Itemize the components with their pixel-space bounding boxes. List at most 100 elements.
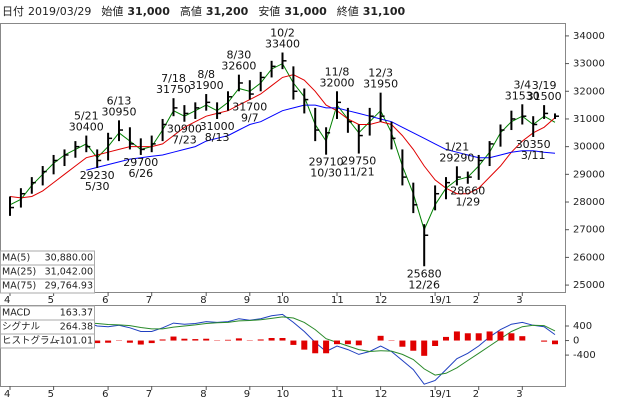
legend-value: 264.38 bbox=[60, 322, 93, 333]
annotation-value: 31000 bbox=[200, 120, 235, 133]
annotation-value: 31500 bbox=[527, 90, 562, 103]
x-tick-label: 12 bbox=[375, 389, 388, 400]
annotation-date: 11/8 bbox=[325, 65, 350, 78]
annotation-value: 28660 bbox=[450, 185, 485, 198]
histogram-bar bbox=[279, 338, 286, 341]
histogram-bar bbox=[541, 340, 548, 342]
ma-line bbox=[86, 104, 556, 171]
field-value: 2019/03/29 bbox=[28, 5, 91, 18]
x-tick-label: 4 bbox=[4, 295, 10, 306]
legend-box bbox=[0, 278, 95, 294]
annotation-date: 12/3 bbox=[368, 67, 393, 80]
field-label: 日付 bbox=[2, 5, 24, 18]
annotation-date: 6/13 bbox=[107, 94, 132, 107]
annotation-value: 25680 bbox=[407, 267, 442, 280]
x-tick-label: 19/1 bbox=[429, 389, 451, 400]
histogram-bar bbox=[257, 339, 264, 341]
histogram-bar bbox=[235, 338, 242, 341]
y-tick-label: 34000 bbox=[573, 31, 605, 42]
macd-line bbox=[9, 313, 556, 385]
legend-value: -101.01 bbox=[56, 336, 93, 347]
annotation-value: 30900 bbox=[167, 123, 202, 136]
x-tick-label: 8 bbox=[200, 295, 206, 306]
histogram-bar bbox=[421, 340, 428, 356]
histogram-bar bbox=[552, 340, 558, 345]
histogram-bar bbox=[159, 339, 166, 341]
x-tick-label: 7 bbox=[146, 295, 152, 306]
annotation-value: 30950 bbox=[102, 105, 137, 118]
x-tick-label: 11 bbox=[331, 389, 344, 400]
field-value: 31,000 bbox=[284, 5, 327, 18]
x-tick-label: 6 bbox=[102, 389, 108, 400]
annotation-date: 5/30 bbox=[85, 180, 110, 193]
annotation-date: 3/19 bbox=[532, 79, 557, 92]
histogram-bar bbox=[453, 331, 460, 341]
y-tick-label: 28000 bbox=[573, 197, 605, 208]
histogram-bar bbox=[105, 340, 112, 343]
annotation-value: 32000 bbox=[320, 76, 355, 89]
histogram-bar bbox=[301, 340, 308, 350]
annotation-date: 8/8 bbox=[197, 68, 215, 81]
annotation-date: 9/7 bbox=[241, 112, 259, 125]
x-tick-label: 7 bbox=[146, 389, 152, 400]
y-tick-label: -400 bbox=[573, 350, 596, 361]
legend-value: 163.37 bbox=[60, 308, 93, 319]
histogram-bar bbox=[192, 339, 199, 341]
histogram-bar bbox=[94, 340, 101, 344]
histogram-bar bbox=[432, 340, 439, 346]
histogram-bar bbox=[148, 340, 155, 344]
annotation-value: 33400 bbox=[265, 38, 300, 51]
histogram-bar bbox=[126, 340, 133, 343]
x-tick-label: 3 bbox=[516, 389, 522, 400]
x-tick-label: 3 bbox=[516, 295, 522, 306]
x-tick-label: 8 bbox=[200, 389, 206, 400]
macd-line bbox=[9, 316, 556, 376]
x-tick-label: 2 bbox=[473, 295, 479, 306]
annotation-value: 29230 bbox=[80, 169, 115, 182]
x-tick-label: 11 bbox=[331, 295, 344, 306]
legend-name: ヒストグラム bbox=[2, 335, 59, 347]
annotation-date: 5/21 bbox=[74, 110, 99, 123]
histogram-bar bbox=[344, 340, 351, 345]
x-tick-label: 10 bbox=[277, 389, 290, 400]
x-tick-label: 9 bbox=[244, 295, 250, 306]
annotation-value: 30400 bbox=[69, 121, 104, 134]
y-tick-label: 26000 bbox=[573, 252, 605, 263]
x-tick-label: 12 bbox=[375, 295, 388, 306]
annotation-date: 3/11 bbox=[521, 149, 546, 162]
field-value: 31,100 bbox=[363, 5, 406, 18]
y-tick-label: 0 bbox=[573, 336, 579, 347]
legend-name: MA(5) bbox=[2, 253, 30, 264]
y-tick-label: 32000 bbox=[573, 86, 605, 97]
annotation-value: 31700 bbox=[232, 101, 267, 114]
annotation-date: 8/30 bbox=[227, 49, 252, 62]
histogram-bar bbox=[464, 333, 471, 341]
x-tick-label: 9 bbox=[244, 389, 250, 400]
x-tick-label: 5 bbox=[48, 389, 54, 400]
legend-value: 29,764.93 bbox=[45, 281, 93, 292]
legend-name: MACD bbox=[2, 308, 30, 319]
histogram-bar bbox=[443, 336, 449, 341]
y-tick-label: 400 bbox=[573, 321, 592, 332]
histogram-bar bbox=[268, 338, 275, 341]
field-value: 31,200 bbox=[206, 5, 249, 18]
histogram-bar bbox=[334, 340, 340, 345]
field-label: 安値 bbox=[258, 4, 280, 18]
legend-name: MA(75) bbox=[2, 281, 36, 292]
y-tick-label: 33000 bbox=[573, 59, 605, 70]
annotation-date: 10/30 bbox=[310, 167, 342, 180]
annotation-value: 29290 bbox=[439, 151, 474, 164]
annotation-value: 31950 bbox=[363, 78, 398, 91]
histogram-bar bbox=[410, 340, 417, 351]
y-tick-label: 27000 bbox=[573, 225, 605, 236]
legend-value: 31,042.00 bbox=[45, 267, 93, 278]
x-tick-label: 4 bbox=[4, 389, 10, 400]
histogram-bar bbox=[508, 333, 515, 341]
annotation-value: 29700 bbox=[123, 156, 158, 169]
field-label: 高値 bbox=[180, 4, 202, 18]
y-tick-label: 29000 bbox=[573, 169, 605, 180]
annotation-value: 31900 bbox=[189, 79, 224, 92]
